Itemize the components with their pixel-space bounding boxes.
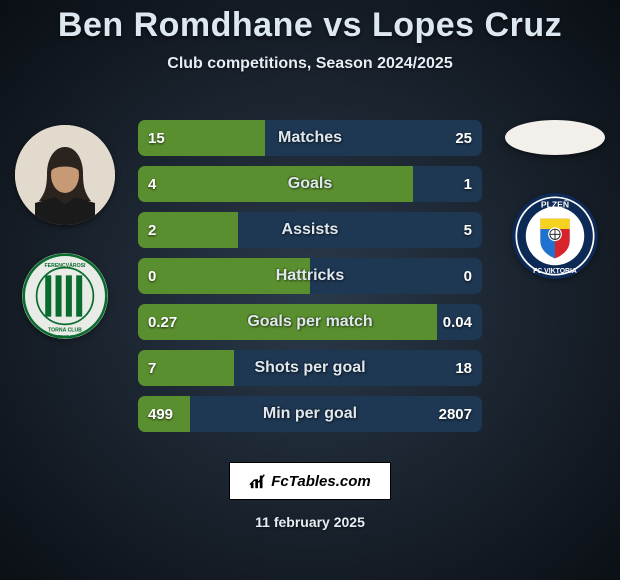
stat-bar-right-fill [190, 396, 482, 432]
stat-bar-left-fill [138, 166, 413, 202]
stats-bars: Matches1525 Goals41 Assists25 Hattricks00 Go… [138, 120, 482, 442]
stat-bar-right-fill [265, 120, 482, 156]
svg-text:FC VIKTORIA: FC VIKTORIA [533, 268, 577, 275]
stat-bar-left-fill [138, 396, 190, 432]
stat-bar-left-fill [138, 120, 265, 156]
stat-bar-row: Assists25 [138, 212, 482, 248]
svg-text:BPEST. IX.: BPEST. IX. [54, 334, 76, 339]
footer-brand-text: FcTables.com [271, 473, 370, 490]
stat-bar-row: Min per goal4992807 [138, 396, 482, 432]
stat-bar-row: Goals41 [138, 166, 482, 202]
svg-text:PLZEŇ: PLZEŇ [541, 199, 569, 210]
stat-bar-row: Matches1525 [138, 120, 482, 156]
left-player-photo [15, 125, 115, 225]
right-club-crest: PLZEŇ FC VIKTORIA [512, 193, 598, 279]
brand-chart-icon [249, 472, 267, 490]
svg-text:FERENCVÁROSI: FERENCVÁROSI [45, 262, 87, 269]
plzen-crest-icon: PLZEŇ FC VIKTORIA [512, 193, 598, 279]
stat-bar-right-fill [310, 258, 482, 294]
stat-bar-left-fill [138, 258, 310, 294]
stat-bar-left-fill [138, 350, 234, 386]
stat-bar-left-fill [138, 304, 437, 340]
stat-bar-left-fill [138, 212, 238, 248]
stat-bar-right-fill [238, 212, 482, 248]
footer-brand-box: FcTables.com [229, 462, 391, 500]
page-title: Ben Romdhane vs Lopes Cruz [0, 6, 620, 45]
left-club-crest: FERENCVÁROSI TORNA CLUB BPEST. IX. [22, 253, 108, 339]
stat-bar-row: Goals per match0.270.04 [138, 304, 482, 340]
subtitle: Club competitions, Season 2024/2025 [0, 55, 620, 73]
stat-bar-right-fill [437, 304, 482, 340]
stat-bar-row: Shots per goal718 [138, 350, 482, 386]
svg-text:TORNA CLUB: TORNA CLUB [48, 327, 82, 333]
right-player-column: PLZEŇ FC VIKTORIA [500, 120, 610, 279]
ferencvaros-crest-icon: FERENCVÁROSI TORNA CLUB BPEST. IX. [22, 253, 108, 339]
stat-bar-right-fill [413, 166, 482, 202]
footer-date: 11 february 2025 [0, 514, 620, 530]
left-player-column: FERENCVÁROSI TORNA CLUB BPEST. IX. [10, 125, 120, 339]
right-player-photo [505, 120, 605, 155]
player-photo-placeholder-icon [15, 125, 115, 225]
stat-bar-row: Hattricks00 [138, 258, 482, 294]
stat-bar-right-fill [234, 350, 482, 386]
